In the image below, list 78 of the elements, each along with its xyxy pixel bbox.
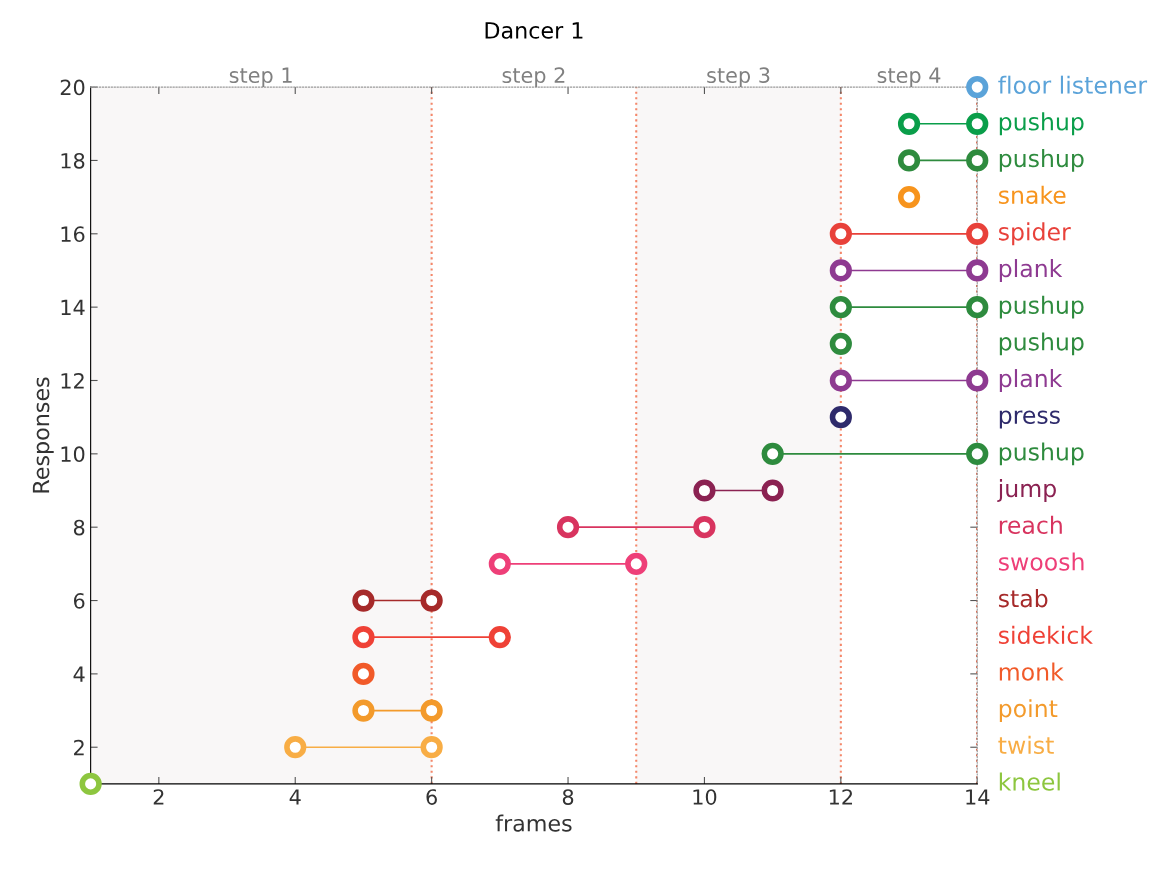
annotation: step 4	[877, 67, 941, 88]
point	[829, 332, 852, 355]
text: swoosh	[998, 552, 1084, 571]
text: twist	[998, 735, 1054, 755]
point	[829, 406, 852, 429]
point	[693, 479, 716, 502]
point	[829, 296, 852, 319]
point	[966, 75, 989, 99]
text: point	[999, 699, 1058, 722]
point	[761, 442, 784, 465]
point	[79, 772, 102, 796]
x-axis-title: frames	[495, 814, 572, 832]
chart-title: Dancer 1	[485, 22, 583, 39]
text: pushup	[999, 332, 1084, 356]
y-tick-label: 8	[73, 519, 85, 536]
series-label: plank	[999, 259, 1063, 282]
point	[966, 112, 989, 135]
point	[966, 222, 989, 245]
point	[966, 296, 989, 319]
point	[284, 736, 307, 759]
x-tick-label: 10	[693, 789, 717, 805]
point	[420, 589, 443, 612]
point	[761, 479, 784, 502]
point	[897, 186, 921, 209]
x-tick-label: 14	[966, 789, 990, 805]
y-tick-label: 2	[74, 739, 84, 756]
text: snake	[998, 185, 1066, 204]
point	[829, 259, 852, 282]
text: reach	[999, 515, 1062, 535]
point	[829, 222, 852, 245]
point	[352, 626, 375, 649]
x-tick-label: 4	[289, 789, 301, 805]
point	[693, 516, 716, 539]
series-label: plank	[999, 369, 1063, 392]
point	[966, 259, 989, 282]
point	[829, 369, 852, 392]
text: monk	[999, 662, 1064, 681]
text: kneel	[999, 772, 1060, 791]
text: jump	[997, 479, 1056, 502]
y-tick-label: 14	[61, 299, 85, 316]
point	[488, 552, 511, 575]
x-tick-label: 12	[829, 789, 853, 805]
series-label: floor listener	[998, 75, 1148, 94]
series-label: pushup	[999, 442, 1084, 466]
text: stab	[998, 589, 1048, 608]
point	[966, 149, 989, 172]
point	[897, 149, 921, 172]
point	[625, 552, 648, 575]
point	[966, 369, 989, 392]
series-label: pushup	[999, 295, 1084, 319]
point	[488, 626, 511, 649]
y-axis-title: Responses	[32, 377, 54, 493]
series-label: pushup	[999, 112, 1084, 136]
y-tick-label: 12	[61, 372, 84, 389]
x-tick-label: 2	[153, 789, 164, 805]
point	[352, 589, 375, 612]
point	[352, 699, 375, 722]
point	[966, 442, 989, 465]
band-label: step 1	[229, 67, 292, 88]
x-tick-label: 6	[426, 789, 437, 805]
y-tick-label: 6	[73, 592, 85, 609]
annotation: step 2	[502, 67, 565, 88]
y-tick-label: 10	[61, 446, 85, 463]
y-tick-label: 20	[60, 79, 85, 96]
point	[897, 112, 921, 135]
series-label: spider	[998, 222, 1071, 246]
x-tick-label: 8	[562, 789, 574, 805]
point	[420, 736, 443, 759]
y-tick-label: 16	[61, 226, 85, 243]
point	[420, 699, 443, 722]
point	[556, 516, 580, 539]
point	[352, 662, 375, 685]
text: sidekick	[998, 625, 1093, 645]
y-tick-label: 4	[73, 666, 85, 682]
text: press	[999, 410, 1060, 429]
band-label: step 3	[707, 67, 770, 88]
series-label: pushup	[999, 149, 1084, 172]
y-tick-label: 18	[61, 152, 85, 169]
